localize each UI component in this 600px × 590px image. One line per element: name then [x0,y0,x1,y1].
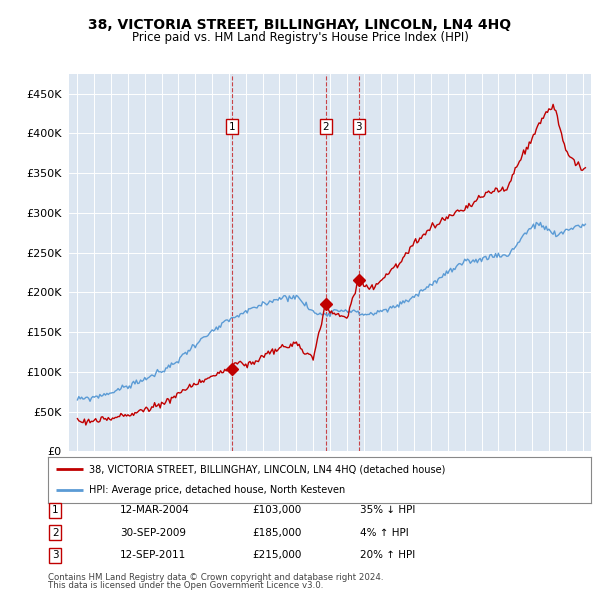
Text: 38, VICTORIA STREET, BILLINGHAY, LINCOLN, LN4 4HQ (detached house): 38, VICTORIA STREET, BILLINGHAY, LINCOLN… [89,464,445,474]
Text: HPI: Average price, detached house, North Kesteven: HPI: Average price, detached house, Nort… [89,485,345,495]
Text: 3: 3 [52,550,59,560]
Text: 2: 2 [322,122,329,132]
Text: £215,000: £215,000 [252,550,301,560]
Text: 38, VICTORIA STREET, BILLINGHAY, LINCOLN, LN4 4HQ: 38, VICTORIA STREET, BILLINGHAY, LINCOLN… [88,18,512,32]
Text: Contains HM Land Registry data © Crown copyright and database right 2024.: Contains HM Land Registry data © Crown c… [48,572,383,582]
Text: £103,000: £103,000 [252,506,301,515]
Text: 35% ↓ HPI: 35% ↓ HPI [360,506,415,515]
Text: 20% ↑ HPI: 20% ↑ HPI [360,550,415,560]
Text: 2: 2 [52,528,59,537]
Text: This data is licensed under the Open Government Licence v3.0.: This data is licensed under the Open Gov… [48,581,323,590]
Text: 1: 1 [52,506,59,515]
Text: £185,000: £185,000 [252,528,301,537]
Text: Price paid vs. HM Land Registry's House Price Index (HPI): Price paid vs. HM Land Registry's House … [131,31,469,44]
Text: 30-SEP-2009: 30-SEP-2009 [120,528,186,537]
Text: 4% ↑ HPI: 4% ↑ HPI [360,528,409,537]
Text: 3: 3 [355,122,362,132]
Text: 12-MAR-2004: 12-MAR-2004 [120,506,190,515]
Text: 1: 1 [229,122,236,132]
Text: 12-SEP-2011: 12-SEP-2011 [120,550,186,560]
